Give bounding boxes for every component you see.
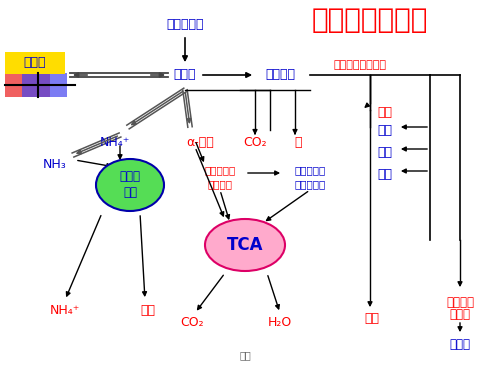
Ellipse shape — [205, 219, 285, 271]
Text: 卟啊: 卟啊 — [378, 124, 392, 138]
Text: H₂O: H₂O — [268, 316, 292, 330]
Text: 尿素: 尿素 — [140, 303, 156, 316]
Text: 肌酸胺: 肌酸胺 — [450, 339, 470, 351]
Text: α-锐酸: α-锐酸 — [186, 135, 214, 148]
Text: NH₄⁺: NH₄⁺ — [100, 135, 130, 148]
Text: 脂肪及其代: 脂肪及其代 — [294, 165, 326, 175]
Text: CO₂: CO₂ — [180, 316, 204, 330]
FancyBboxPatch shape — [5, 52, 65, 74]
Text: 精选: 精选 — [239, 350, 251, 360]
Text: NH₃: NH₃ — [43, 159, 67, 171]
Text: 食物蛋白质: 食物蛋白质 — [166, 18, 204, 32]
Text: 氨基酸: 氨基酸 — [174, 69, 196, 81]
Text: TCA: TCA — [227, 236, 263, 254]
Bar — [22, 73, 67, 97]
Text: 激素: 激素 — [378, 106, 392, 120]
Text: 器啰: 器啰 — [378, 147, 392, 159]
Text: NH₄⁺: NH₄⁺ — [50, 303, 80, 316]
Text: 胺: 胺 — [294, 136, 302, 150]
Text: 氨基酸代谢概况: 氨基酸代谢概况 — [312, 6, 428, 34]
Text: 体蛋白: 体蛋白 — [24, 57, 46, 69]
Text: CO₂: CO₂ — [243, 136, 267, 150]
Text: 尿酸: 尿酸 — [364, 312, 380, 324]
Bar — [5, 73, 50, 97]
Text: 谢中间产物: 谢中间产物 — [294, 179, 326, 189]
Ellipse shape — [96, 159, 164, 211]
Text: 中间产物: 中间产物 — [208, 179, 233, 189]
Text: 尼克酰氨: 尼克酰氨 — [446, 297, 474, 309]
Text: 特殊途径: 特殊途径 — [265, 69, 295, 81]
Text: 衍生物: 衍生物 — [450, 309, 470, 321]
Text: （次生物质代谢）: （次生物质代谢） — [334, 60, 386, 70]
Text: 嘘呑: 嘘呑 — [378, 168, 392, 182]
Text: 鸟氨酸: 鸟氨酸 — [120, 171, 141, 183]
Text: 循环: 循环 — [123, 186, 137, 200]
Text: 糖及其代谢: 糖及其代谢 — [204, 165, 236, 175]
